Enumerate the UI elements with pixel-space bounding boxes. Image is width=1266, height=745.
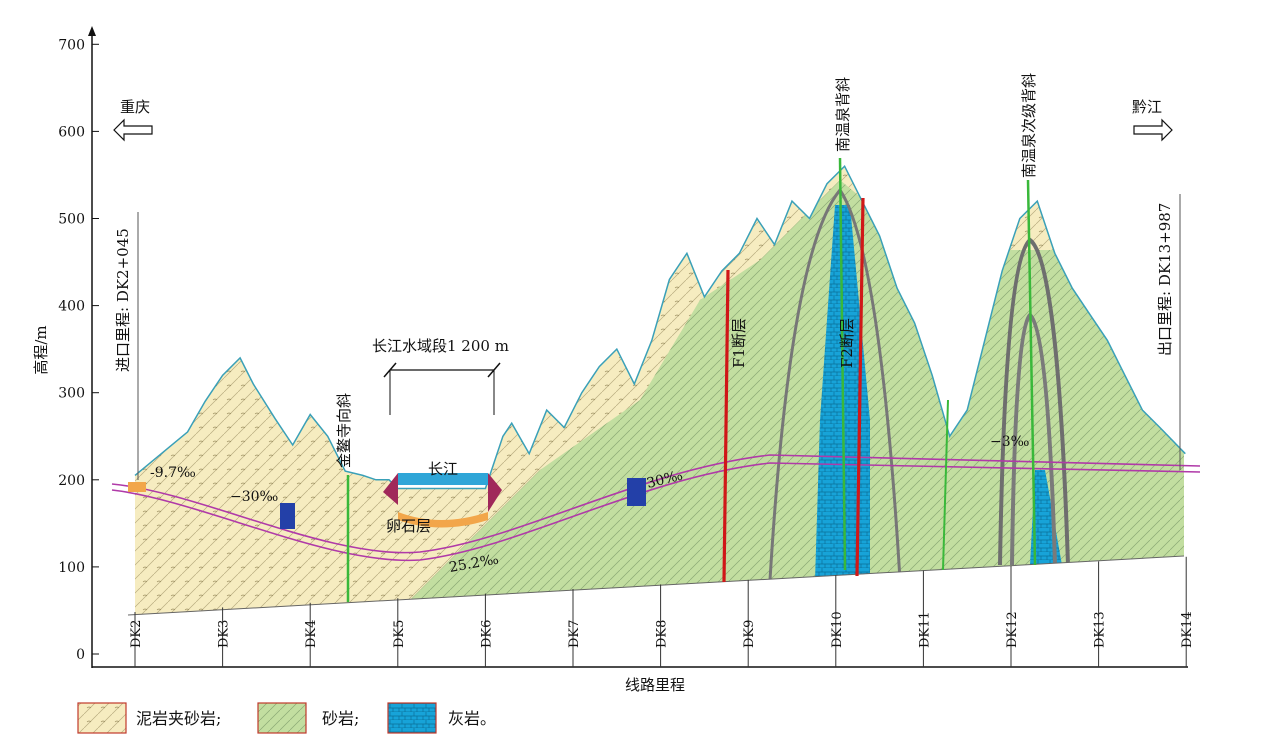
anticline-1-axis-line: [838, 157, 847, 571]
gradient-label-2: −30‰: [230, 489, 279, 505]
y-tick-label: 300: [58, 386, 85, 402]
y-tick-label: 200: [58, 473, 85, 489]
yangtze-water: [398, 473, 488, 485]
exit-mileage-label: 出口里程: DK13+987: [1156, 203, 1174, 356]
portal-entrance-block: [128, 482, 146, 492]
gradient-label-5: −3‰: [990, 434, 1030, 450]
tunnel-marker-2: [627, 478, 646, 506]
y-axis-ticks: 0 100 200 300 400 500 600 700: [58, 37, 99, 663]
tunnel-line-upper: [111, 454, 1201, 554]
sandstone-area: [390, 180, 1184, 615]
mileage-label: DK7: [567, 620, 582, 648]
section-bottom-line: [127, 555, 1185, 616]
mileage-label: DK14: [1180, 611, 1195, 648]
mileage-markers: DK2 DK3 DK4 DK5 DK6 DK7 DK8 DK9 DK10 DK11 DK12 DK13…: [129, 556, 1195, 667]
syncline-label: 金鳌寺向斜: [335, 393, 353, 468]
river-span-right-tick: [487, 362, 501, 378]
mileage-label: DK6: [479, 620, 494, 648]
river-span-left-tick: [383, 362, 397, 378]
legend-label-limestone: 灰岩。: [448, 709, 496, 728]
y-tick-label: 700: [58, 37, 85, 53]
y-tick-label: 100: [58, 560, 85, 576]
river-bank-left: [383, 473, 398, 505]
legend-label-mudstone: 泥岩夹砂岩;: [136, 709, 221, 728]
arrow-right-icon: [1133, 118, 1173, 142]
mileage-label: DK4: [304, 620, 319, 648]
y-axis-arrow: [88, 26, 96, 36]
mileage-label: DK11: [917, 611, 932, 648]
boulder-layer-label: 卵石层: [386, 517, 431, 535]
fault-f2-label: F2断层: [838, 318, 856, 368]
legend-label-sandstone: 砂岩;: [322, 709, 359, 728]
geology-body: [135, 166, 1184, 615]
direction-left-label: 重庆: [120, 98, 150, 116]
legend: 泥岩夹砂岩; 砂岩; 灰岩。: [77, 702, 496, 734]
y-axis-title: 高程/m: [32, 325, 50, 374]
tunnel-line-lower: [111, 462, 1201, 562]
mileage-label: DK10: [830, 611, 845, 648]
legend-swatch-limestone: [387, 702, 437, 734]
y-tick-label: 600: [58, 124, 85, 140]
mileage-label: DK12: [1005, 611, 1020, 648]
y-tick-label: 400: [58, 299, 85, 315]
legend-swatch-mudstone: [77, 702, 127, 734]
minor-axis-line: [942, 399, 949, 571]
fault-f2-line: [855, 197, 865, 577]
gradient-label-1: -9.7‰: [150, 465, 196, 481]
anticline-1-label: 南温泉背斜: [834, 77, 852, 152]
y-tick-label: 500: [58, 212, 85, 228]
entrance-mileage-label: 进口里程: DK2+045: [114, 228, 132, 372]
fault-f1-label: F1断层: [730, 318, 748, 368]
y-tick-label: 0: [76, 647, 85, 663]
anticline-2-axis-line: [1026, 179, 1037, 566]
direction-right-label: 黔江: [1132, 98, 1162, 116]
arrow-left-icon: [113, 118, 153, 142]
river-span-label: 长江水域段1 200 m: [372, 337, 509, 355]
legend-swatch-sandstone: [257, 702, 307, 734]
river-name-label: 长江: [428, 460, 458, 478]
mileage-label: DK3: [217, 620, 232, 648]
mileage-label: DK9: [742, 620, 757, 648]
mileage-label: DK2: [129, 620, 144, 648]
fault-f1-line: [722, 269, 730, 583]
mileage-label: DK13: [1093, 611, 1108, 648]
mileage-label: DK5: [392, 620, 407, 648]
boulder-layer-band: [398, 512, 488, 528]
tunnel-marker-1: [280, 503, 295, 529]
terrain-surface-line: [134, 164, 1186, 490]
anticline-2-label: 南温泉次级背斜: [1020, 73, 1038, 178]
river-bank-right: [488, 473, 502, 512]
x-axis-title: 线路里程: [625, 676, 685, 694]
mileage-label: DK8: [655, 620, 670, 648]
